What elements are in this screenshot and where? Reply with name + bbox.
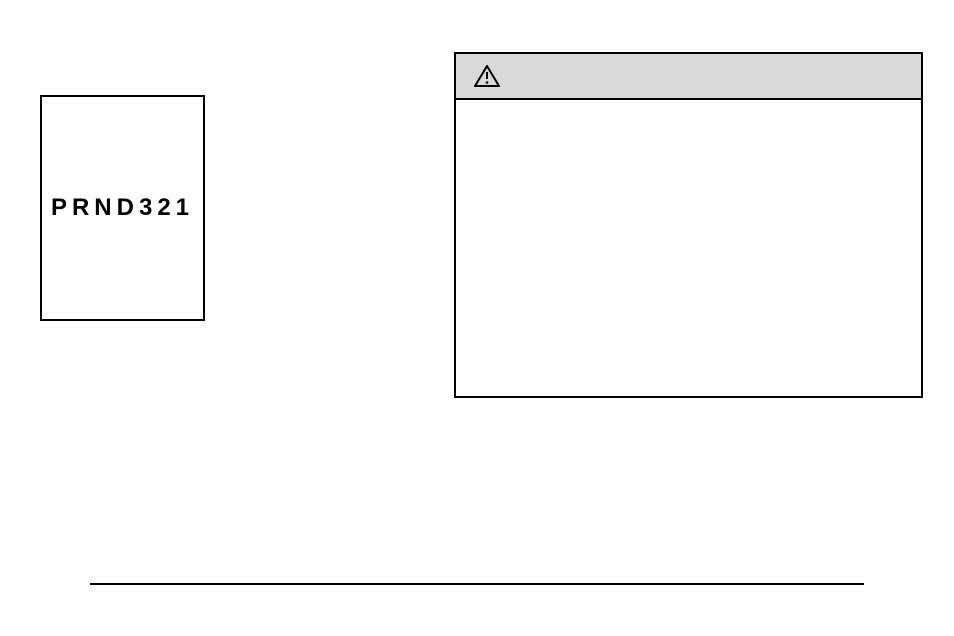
- warning-panel-header: [456, 54, 921, 100]
- footer-horizontal-rule: [90, 583, 864, 585]
- warning-triangle-icon: [474, 65, 500, 87]
- gear-indicator-text: PRND321: [51, 194, 194, 222]
- warning-panel-body: [456, 100, 921, 396]
- warning-panel: [454, 52, 923, 398]
- gear-indicator-box: PRND321: [40, 95, 205, 321]
